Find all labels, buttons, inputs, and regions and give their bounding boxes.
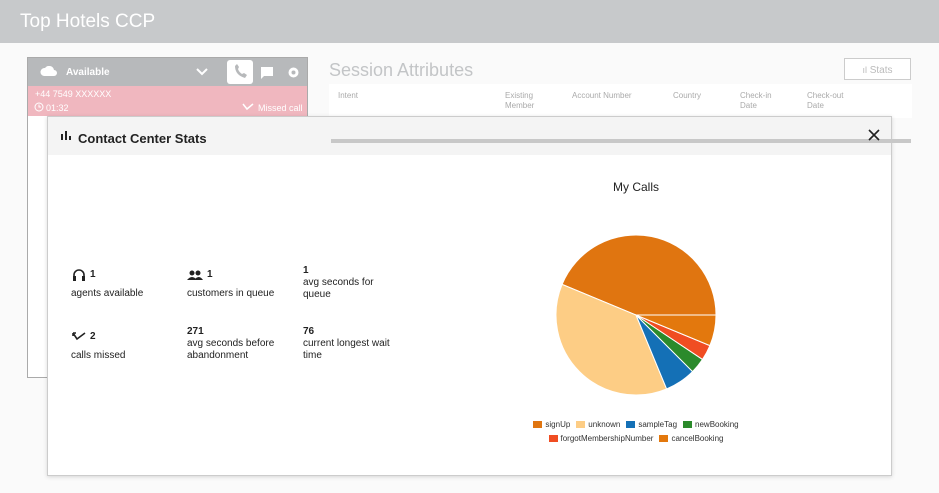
stat-value: 271: [187, 326, 204, 337]
loading-bar: [331, 139, 911, 143]
column-header: Account Number: [572, 91, 632, 100]
app-header: Top Hotels CCP: [0, 0, 939, 43]
stat-value: 1: [303, 265, 309, 276]
stat-label: agents available: [71, 288, 144, 299]
call-strip: +44 7549 XXXXXX 01:32 Missed call: [28, 86, 307, 116]
pie-slice: [635, 314, 717, 347]
legend-item: cancelBooking: [659, 432, 723, 444]
stats-modal: Contact Center Stats: [47, 116, 911, 476]
chat-icon[interactable]: [260, 66, 274, 79]
phone-icon: [235, 64, 247, 78]
chart-title: My Calls: [613, 180, 659, 194]
legend-item: forgotMembershipNumber: [548, 432, 654, 444]
call-state: Missed call: [258, 103, 303, 113]
modal-title: Contact Center Stats: [78, 131, 207, 146]
status-label[interactable]: Available: [66, 67, 110, 78]
legend-swatch: [683, 420, 693, 428]
legend-item: signUp: [533, 418, 570, 430]
legend-swatch: [626, 420, 636, 428]
stats-btn-icon: ıl: [862, 65, 867, 75]
stat: 2 calls missed: [71, 331, 176, 362]
stat-label: current longest wait time: [303, 338, 390, 361]
stat: 1 customers in queue: [187, 269, 292, 300]
pie-chart: My Calls: [555, 180, 717, 396]
legend-swatch: [533, 420, 543, 428]
column-header: Check-in Date: [740, 91, 772, 110]
column-header: Check-out Date: [807, 91, 844, 110]
stats-button[interactable]: ıl Stats: [844, 58, 911, 80]
legend-swatch: [659, 434, 669, 442]
column-header: Existing Member: [505, 91, 535, 110]
column-header: Intent: [338, 91, 359, 100]
stat: 1 avg seconds for queue: [303, 265, 393, 301]
phone-number: +44 7549 XXXXXX: [35, 89, 112, 99]
stat: 76 current longest wait time: [303, 326, 398, 362]
call-timer: 01:32: [46, 103, 69, 113]
legend-label: newBooking: [695, 419, 739, 429]
status-icon: [40, 66, 57, 76]
stat: 1 agents available: [71, 269, 176, 300]
legend: signUp unknown sampleTag newBooking forgotMe…: [520, 417, 752, 445]
ccp-status-bar: Available: [28, 58, 307, 86]
stat-label: avg seconds for queue: [303, 277, 374, 300]
stats-icon: [61, 131, 71, 140]
stats-btn-label: Stats: [869, 65, 893, 76]
stat-value: 1: [90, 269, 96, 280]
pie-slice: [555, 283, 668, 396]
status-dropdown[interactable]: [196, 67, 208, 77]
timer-icon: [34, 102, 44, 112]
missed-call-icon: [242, 103, 254, 111]
legend-label: unknown: [588, 419, 621, 429]
headset-icon: [73, 269, 85, 281]
modal-header: Contact Center Stats: [48, 117, 911, 155]
stat-value: 2: [90, 331, 96, 342]
stat-label: calls missed: [71, 350, 126, 361]
missed-calls-icon: [72, 332, 86, 341]
legend-swatch: [548, 434, 558, 442]
stat-label: customers in queue: [187, 288, 275, 299]
legend-item: unknown: [576, 418, 620, 430]
legend-label: signUp: [545, 419, 571, 429]
stat-value: 1: [207, 269, 213, 280]
column-header: Country: [673, 91, 702, 100]
session-title: Session Attributes: [329, 60, 474, 80]
legend-label: cancelBooking: [671, 433, 724, 443]
phone-tab[interactable]: [227, 60, 253, 84]
legend-label: sampleTag: [638, 419, 678, 429]
legend-label: forgotMembershipNumber: [560, 433, 654, 443]
stat-label: avg seconds before abandonment: [187, 338, 275, 361]
close-button[interactable]: [868, 129, 880, 141]
stat: 271 avg seconds before abandonment: [187, 326, 282, 362]
people-icon: [187, 270, 203, 280]
settings-icon[interactable]: [287, 66, 300, 79]
attributes-table-header: Intent Existing Member Account Number Co…: [329, 84, 912, 118]
stat-value: 76: [303, 326, 315, 337]
pie-slice: [561, 234, 717, 316]
legend-swatch: [576, 420, 586, 428]
legend-item: newBooking: [683, 418, 739, 430]
legend-item: sampleTag: [626, 418, 677, 430]
